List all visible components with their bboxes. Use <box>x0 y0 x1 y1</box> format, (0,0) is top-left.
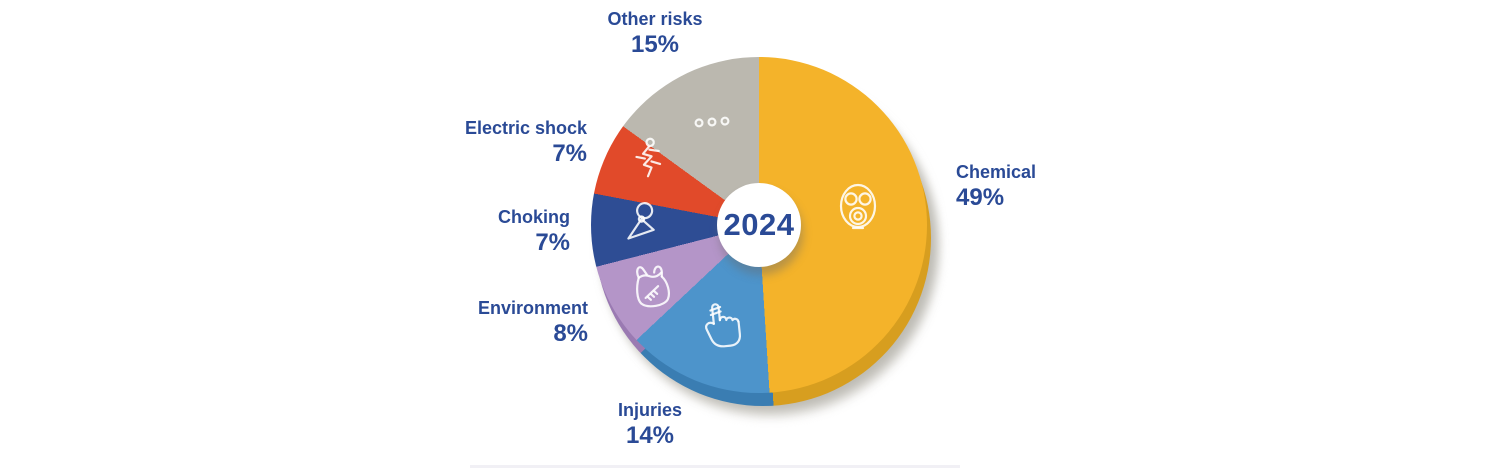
segment-percent: 14% <box>625 421 675 449</box>
segment-name: Electric shock <box>464 118 587 138</box>
segment-name: Choking <box>498 207 570 227</box>
segment-label-injuries: Injuries 14% <box>570 399 730 450</box>
segment-percent: 15% <box>630 30 680 58</box>
segment-label-electric-shock: Electric shock 7% <box>465 117 587 168</box>
segment-percent: 7% <box>535 228 570 256</box>
section-divider <box>470 465 960 468</box>
segment-name: Other risks <box>607 9 703 29</box>
segment-name: Chemical <box>956 162 1037 182</box>
segment-label-environment: Environment 8% <box>478 297 588 348</box>
segment-percent: 7% <box>552 139 587 167</box>
segment-percent: 8% <box>553 319 588 347</box>
year-label: 2024 <box>723 207 795 242</box>
segment-label-other-risks: Other risks 15% <box>575 8 735 59</box>
segment-label-chemical: Chemical 49% <box>956 161 1036 212</box>
segment-percent: 49% <box>956 183 1005 211</box>
center-year-badge: 2024 <box>717 183 801 267</box>
segment-label-choking: Choking 7% <box>498 206 570 257</box>
segment-name: Environment <box>477 298 588 318</box>
segment-name: Injuries <box>617 400 683 420</box>
